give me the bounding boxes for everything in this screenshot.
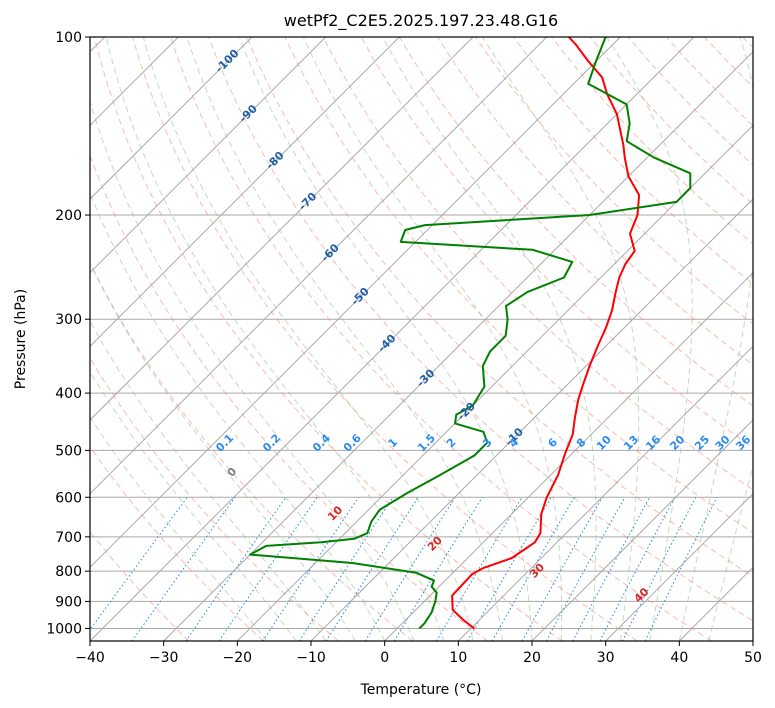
mixing-ratio-line bbox=[545, 497, 626, 641]
y-tick-label: 600 bbox=[55, 490, 82, 506]
mixing-ratio-line bbox=[599, 497, 676, 641]
isotherm-line bbox=[310, 198, 753, 641]
pressure-grid bbox=[90, 37, 753, 629]
plot-area: -100-90-80-70-60-50-40-30-20-100.1 0.2 0.4… bbox=[90, 37, 753, 641]
y-axis-ticks: 100 200 300 400 500 600 700 800 900 1000 bbox=[46, 30, 90, 637]
y-tick-label: 400 bbox=[55, 386, 82, 402]
moist-adiabat-line bbox=[678, 37, 753, 641]
y-tick-label: 1000 bbox=[46, 621, 82, 637]
dry-adiabat-line bbox=[90, 357, 339, 641]
mixing-ratio-line bbox=[131, 497, 236, 641]
chart-title: wetPf2_C2E5.2025.197.23.48.G16 bbox=[284, 11, 558, 31]
isotherm-line bbox=[90, 37, 548, 495]
dry-adiabat-line bbox=[170, 37, 712, 641]
x-tick-label: 40 bbox=[670, 650, 688, 666]
mixing-ratio-line bbox=[364, 497, 456, 641]
moist-adiabat-line bbox=[238, 37, 533, 641]
x-tick-label: 50 bbox=[744, 650, 762, 666]
dry-adiabat-line bbox=[208, 37, 753, 622]
mixing-ratio-line bbox=[262, 497, 360, 641]
moist-adiabat-line bbox=[90, 320, 327, 641]
mixing-ratio-line bbox=[90, 497, 188, 631]
isotherm-line bbox=[605, 492, 753, 641]
isotherm-line bbox=[90, 37, 253, 200]
dry-adiabat-line bbox=[322, 37, 753, 491]
dewpoint-line bbox=[249, 37, 692, 630]
x-tick-label: 10 bbox=[449, 650, 467, 666]
moist-adiabat-line bbox=[90, 416, 268, 641]
dry-adiabat-line bbox=[246, 37, 753, 577]
x-axis-title: Temperature (°C) bbox=[360, 682, 482, 698]
mixing-ratio-line bbox=[218, 497, 318, 641]
moist-adiabat-line bbox=[90, 261, 356, 641]
moist-adiabat-line bbox=[606, 37, 693, 641]
x-tick-label: −20 bbox=[223, 650, 253, 666]
dry-adiabat-line bbox=[475, 37, 753, 325]
x-tick-label: −30 bbox=[149, 650, 179, 666]
dry-adiabat-line bbox=[93, 37, 563, 641]
y-tick-label: 800 bbox=[55, 564, 82, 580]
isotherm-line bbox=[531, 419, 753, 641]
dry-adiabat-line bbox=[131, 37, 638, 641]
isotherm-line bbox=[90, 37, 474, 421]
mixing-ratio-line bbox=[621, 497, 697, 641]
isotherm-line bbox=[90, 37, 695, 641]
moist-adiabat-line bbox=[90, 191, 386, 641]
y-axis-title: Pressure (hPa) bbox=[13, 289, 29, 389]
isotherm-line bbox=[384, 271, 753, 641]
moist-adiabat-line bbox=[142, 37, 474, 641]
moist-adiabat-line bbox=[708, 464, 753, 641]
profile-series bbox=[249, 37, 692, 630]
dry-adiabat-line bbox=[284, 37, 753, 534]
temperature-line bbox=[451, 37, 641, 630]
y-tick-label: 300 bbox=[55, 312, 82, 328]
plot-frame bbox=[89, 36, 754, 642]
dry-adiabat-line bbox=[513, 37, 753, 285]
isotherm-line bbox=[163, 50, 753, 641]
isotherm-line bbox=[90, 37, 327, 274]
mixing-ratio-lines bbox=[90, 497, 718, 641]
mixing-ratio-line bbox=[572, 497, 651, 641]
y-tick-label: 900 bbox=[55, 594, 82, 610]
moist-adiabat-line bbox=[382, 37, 597, 641]
y-tick-label: 700 bbox=[55, 530, 82, 546]
y-tick-label: 200 bbox=[55, 208, 82, 224]
isotherm-line bbox=[457, 345, 753, 641]
x-tick-label: −10 bbox=[296, 650, 326, 666]
isotherm-line bbox=[90, 37, 400, 348]
x-tick-label: 20 bbox=[523, 650, 541, 666]
moist-adiabat-line bbox=[481, 37, 640, 641]
x-axis-ticks: −40 −30 −20 −10 0 10 20 30 40 50 bbox=[75, 641, 762, 666]
moist-adiabat-line bbox=[186, 37, 503, 641]
isotherms bbox=[90, 37, 753, 641]
dry-adiabat-line bbox=[90, 445, 264, 641]
moist-adiabat-line bbox=[90, 370, 297, 641]
x-tick-label: −40 bbox=[75, 650, 105, 666]
isotherm-line bbox=[90, 37, 621, 569]
y-tick-label: 100 bbox=[55, 30, 82, 46]
x-tick-label: 30 bbox=[597, 650, 615, 666]
mixing-ratio-line bbox=[325, 497, 419, 641]
x-tick-label: 0 bbox=[380, 650, 389, 666]
y-tick-label: 500 bbox=[55, 443, 82, 459]
moist-adiabat-line bbox=[105, 37, 445, 641]
mixing-ratio-line bbox=[644, 497, 718, 641]
